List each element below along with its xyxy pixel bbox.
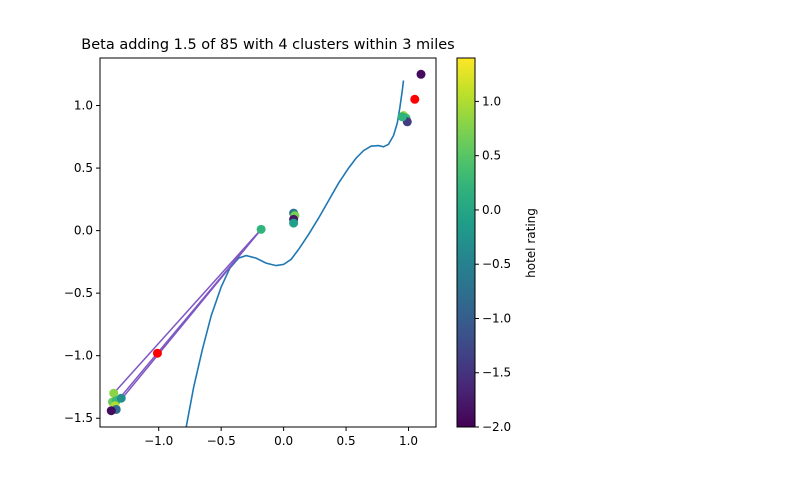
connector-line	[113, 228, 262, 394]
chart-title: Beta adding 1.5 of 85 with 4 clusters wi…	[81, 37, 454, 53]
x-tick-label: −1.0	[144, 434, 173, 448]
y-tick-label: −1.5	[64, 411, 93, 425]
plot-frame	[99, 57, 437, 428]
scatter-point	[106, 406, 116, 416]
plot-content	[106, 69, 426, 427]
colorbar-tick-label: 0.0	[482, 203, 501, 217]
colorbar-frame	[456, 57, 476, 428]
scatter-point	[397, 112, 407, 122]
x-tick-label: −0.5	[207, 434, 236, 448]
scatter-point	[109, 388, 119, 398]
connector-line	[120, 228, 262, 400]
scatter-point	[256, 224, 266, 234]
y-tick-label: 0.0	[74, 224, 93, 238]
scatter-point	[416, 69, 426, 79]
highlight-point	[152, 348, 162, 358]
colorbar-tick-label: −1.5	[482, 366, 511, 380]
colorbar-label: hotel rating	[524, 208, 538, 278]
colorbar-tick-label: −0.5	[482, 257, 511, 271]
colorbar-tick-label: 1.0	[482, 94, 501, 108]
y-tick-label: 1.0	[74, 99, 93, 113]
scatter-point	[116, 393, 126, 403]
colorbar-tick-label: −1.0	[482, 311, 511, 325]
x-tick-label: 0.0	[274, 434, 293, 448]
highlight-point	[410, 94, 420, 104]
y-tick-label: 0.5	[74, 161, 93, 175]
y-tick-label: −0.5	[64, 286, 93, 300]
colorbar-gradient	[457, 58, 475, 427]
plot-area: −1.0 −0.5 0.0 0.5 1.0 −1.5 −1.0 −0.5 0.0 0.5 1.0	[64, 57, 437, 448]
curve-line	[185, 80, 405, 427]
y-tick-label: −1.0	[64, 349, 93, 363]
colorbar: 1.0 0.5 0.0 −0.5 −1.0 −1.5 −2.0	[456, 57, 511, 434]
colorbar-tick-label: −2.0	[482, 420, 511, 434]
x-tick-label: 0.5	[337, 434, 356, 448]
x-tick-label: 1.0	[399, 434, 418, 448]
scatter-point	[289, 218, 299, 228]
colorbar-tick-label: 0.5	[482, 149, 501, 163]
